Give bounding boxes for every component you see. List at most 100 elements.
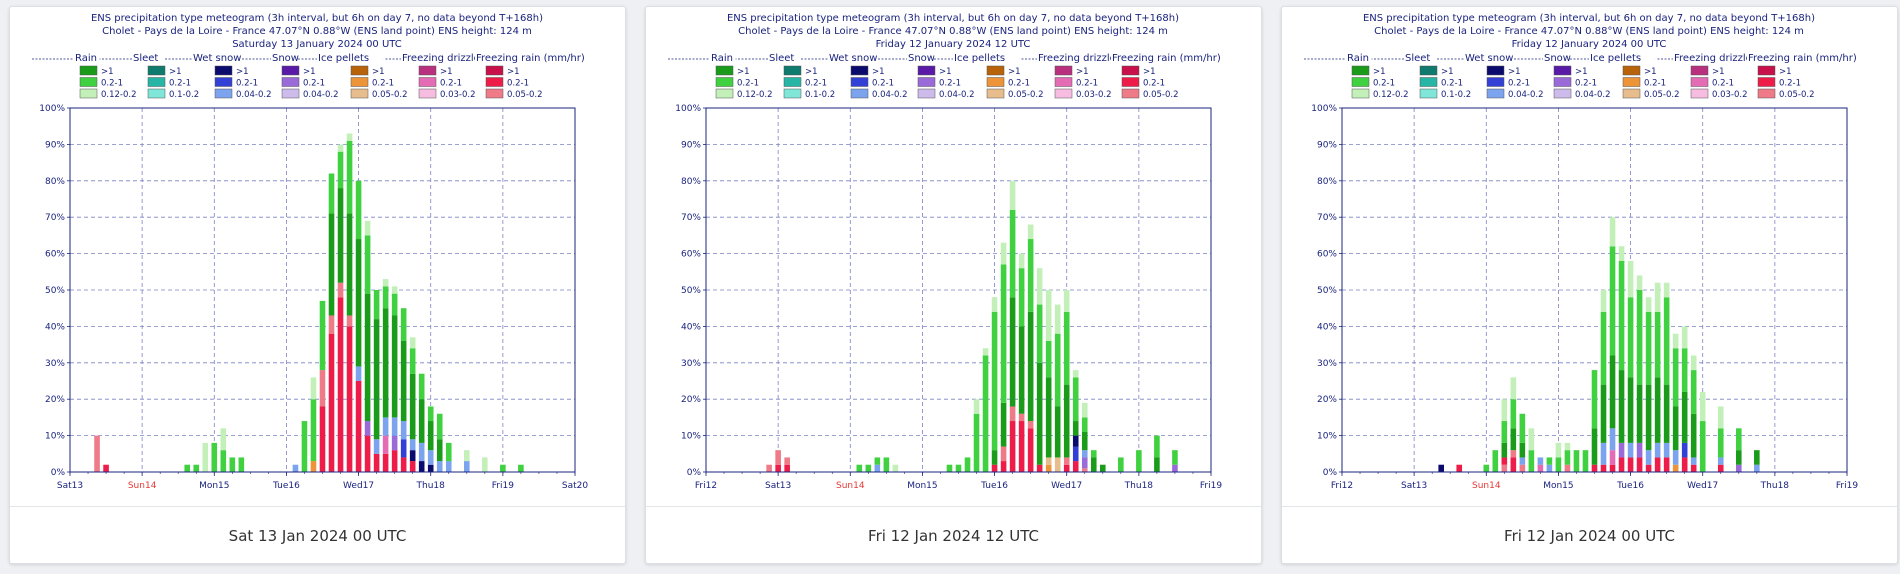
x-tick-label: Mon15 bbox=[1543, 481, 1573, 491]
precip-bar-segment bbox=[346, 213, 353, 316]
legend-category-label: Snow bbox=[1544, 53, 1571, 64]
precip-bar-segment bbox=[391, 450, 398, 472]
chart-title: ENS precipitation type meteogram (3h int… bbox=[91, 13, 543, 24]
card-divider bbox=[646, 506, 1261, 507]
legend-group: Sleet >1 0.2-10.1-0.2 bbox=[1404, 52, 1471, 100]
precip-bar-segment bbox=[193, 464, 200, 472]
precip-bar-segment bbox=[1663, 297, 1670, 385]
legend-category-label: Rain bbox=[75, 53, 97, 64]
legend-swatch bbox=[917, 65, 936, 76]
legend-swatch bbox=[783, 88, 802, 99]
precip-bar-segment bbox=[364, 435, 371, 472]
legend-level-label: 0.2-1 bbox=[1712, 79, 1734, 89]
y-tick-label: 70% bbox=[45, 213, 65, 223]
legend-category-label: Rain bbox=[711, 53, 733, 64]
legend-swatch bbox=[1054, 65, 1073, 76]
legend-swatch bbox=[418, 77, 437, 87]
precip-bar-segment bbox=[1501, 442, 1508, 458]
precip-bar-segment bbox=[1636, 290, 1643, 385]
precip-bar-segment bbox=[1564, 442, 1571, 451]
precip-bar-segment bbox=[409, 337, 416, 349]
precip-bar-segment bbox=[400, 421, 407, 440]
precip-bar-segment bbox=[1510, 377, 1517, 400]
precip-bar-segment bbox=[1063, 464, 1070, 472]
precip-bar-segment bbox=[1663, 384, 1670, 443]
precip-bar-segment bbox=[1600, 464, 1607, 472]
x-tick-label: Thu18 bbox=[416, 481, 446, 491]
precip-bar-segment bbox=[418, 399, 425, 443]
precip-bar-segment bbox=[373, 453, 380, 472]
legend-level-label: 0.03-0.2 bbox=[440, 90, 476, 100]
legend-level-label: 0.03-0.2 bbox=[1712, 90, 1748, 100]
legend-level-label: >1 bbox=[1644, 67, 1657, 77]
precip-bar-segment bbox=[1654, 457, 1661, 472]
precip-bar-segment bbox=[1018, 421, 1025, 472]
precip-bar-segment bbox=[1099, 464, 1106, 472]
legend-category-label: Sleet bbox=[1405, 53, 1430, 64]
legend-swatch bbox=[281, 88, 300, 99]
legend-category-label: Freezing drizzle bbox=[402, 53, 480, 64]
y-tick-label: 40% bbox=[1317, 322, 1337, 332]
precip-bar-segment bbox=[1537, 457, 1544, 465]
precip-bar-segment bbox=[1009, 209, 1016, 298]
precip-bar-segment bbox=[856, 464, 863, 472]
legend-group: Ice pellets>1 0.2-10.05-0.2 bbox=[953, 52, 1044, 100]
legend-swatch bbox=[1757, 65, 1776, 76]
precip-bar-segment bbox=[1063, 311, 1070, 385]
precip-bar-segment bbox=[1528, 450, 1535, 472]
x-tick-label: Mon15 bbox=[907, 481, 937, 491]
precip-bar-segment bbox=[1063, 290, 1070, 312]
precip-bar-segment bbox=[382, 308, 389, 418]
precip-bar-segment bbox=[391, 286, 398, 294]
legend-swatch bbox=[1419, 65, 1438, 76]
precip-bar-segment bbox=[1645, 311, 1652, 385]
precip-bar-segment bbox=[1519, 457, 1526, 465]
legend-level-label: >1 bbox=[101, 67, 114, 77]
legend-level-label: >1 bbox=[1779, 67, 1792, 77]
legend-label-bg bbox=[475, 52, 601, 62]
x-tick-label: Wed17 bbox=[1051, 481, 1082, 491]
precip-bar-segment bbox=[436, 413, 443, 440]
precip-bar-segment bbox=[482, 457, 488, 472]
x-tick-label: Tue16 bbox=[980, 481, 1008, 491]
precip-bar-segment bbox=[346, 315, 353, 327]
precip-bar-segment bbox=[1018, 326, 1025, 414]
precip-bar-segment bbox=[94, 435, 100, 472]
precip-bar-segment bbox=[1645, 297, 1652, 312]
precip-bar-segment bbox=[1546, 457, 1553, 465]
precip-bar-segment bbox=[1636, 384, 1643, 443]
precip-bar-segment bbox=[1627, 297, 1634, 378]
precip-bar-segment bbox=[1027, 224, 1034, 240]
legend-level-label: 0.2-1 bbox=[939, 79, 961, 89]
x-tick-label: Tue16 bbox=[1616, 481, 1644, 491]
legend-level-label: 0.2-1 bbox=[169, 79, 191, 89]
precip-bar-segment bbox=[1672, 333, 1679, 349]
legend-label-bg bbox=[74, 52, 100, 62]
x-tick-label: Wed17 bbox=[1687, 481, 1718, 491]
legend-level-label: 0.1-0.2 bbox=[805, 90, 835, 100]
precip-bar-segment bbox=[1672, 406, 1679, 451]
precip-bar-segment bbox=[1519, 464, 1526, 472]
precip-bar-segment bbox=[418, 442, 425, 462]
legend-group: Rain >1 0.2-10.12-0.2 bbox=[1346, 52, 1409, 100]
precip-bar-segment bbox=[1717, 457, 1724, 465]
legend-level-label: 0.05-0.2 bbox=[507, 90, 543, 100]
precip-bar-segment bbox=[1663, 442, 1670, 458]
precip-bar-segment bbox=[310, 399, 317, 462]
precip-bar-segment bbox=[1618, 246, 1625, 261]
precip-bar-segment bbox=[1690, 413, 1697, 458]
card-divider bbox=[10, 506, 625, 507]
precip-bar-segment bbox=[1672, 348, 1679, 407]
legend-level-label: 0.2-1 bbox=[872, 79, 894, 89]
legend-swatch bbox=[1622, 88, 1641, 99]
legend-category-label: Ice pellets bbox=[318, 53, 369, 64]
precip-bar-segment bbox=[1081, 468, 1088, 472]
precip-bar-segment bbox=[1591, 464, 1598, 472]
y-tick-label: 100% bbox=[1311, 104, 1337, 114]
precip-bar-segment bbox=[1600, 384, 1607, 443]
precip-bar-segment bbox=[391, 435, 398, 451]
legend-swatch bbox=[1486, 65, 1505, 76]
legend-group: Wet snow >1 0.2-10.04-0.2 bbox=[1464, 52, 1544, 100]
precip-bar-segment bbox=[1510, 428, 1517, 451]
precip-bar-segment bbox=[1717, 428, 1724, 458]
